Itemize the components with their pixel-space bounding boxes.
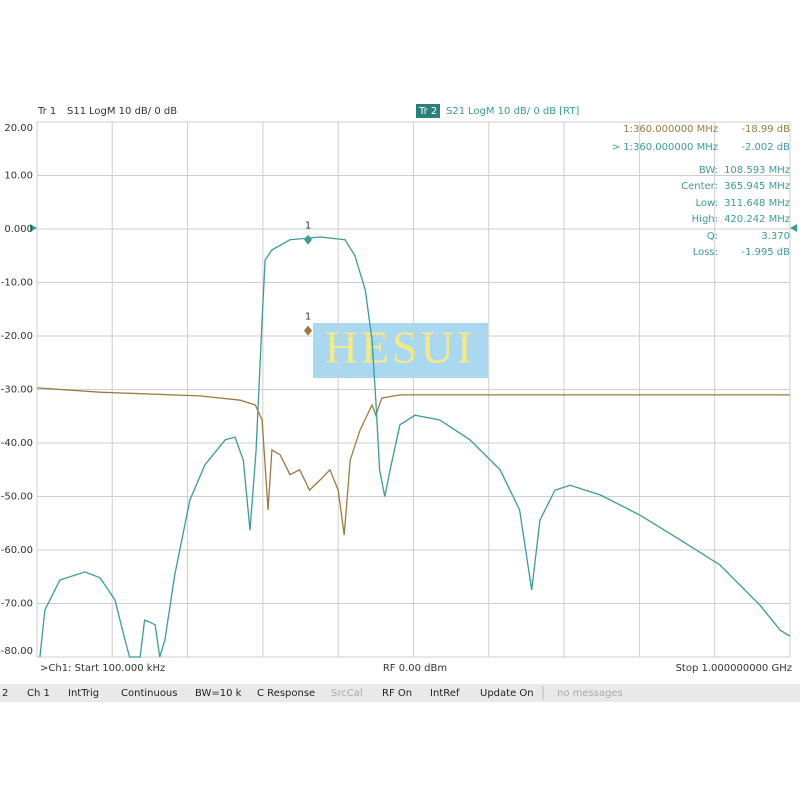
status-item: Continuous xyxy=(121,688,177,699)
ref-arrow-left xyxy=(30,224,37,232)
ref-arrow-right xyxy=(790,224,797,232)
status-item: IntRef xyxy=(430,688,460,699)
y-tick-label: -70.00 xyxy=(1,599,33,610)
status-item: 2 xyxy=(2,688,8,699)
status-item: Ch 1 xyxy=(27,688,50,699)
status-item: no messages xyxy=(557,688,623,699)
marker-label: 1 xyxy=(305,221,311,232)
trace2-label: Tr 2 xyxy=(418,106,437,117)
marker xyxy=(304,234,313,245)
footer-rf: RF 0.00 dBm xyxy=(383,663,447,674)
y-tick-label: -30.00 xyxy=(1,385,33,396)
y-tick-label: 0.000 xyxy=(4,224,33,235)
status-item: Update On xyxy=(480,688,534,699)
watermark: HESUI xyxy=(325,322,475,373)
trace1-scale: LogM 10 dB/ 0 dB xyxy=(89,106,177,117)
marker-table-value: 420.242 MHz xyxy=(724,214,790,225)
marker-table-label: Loss: xyxy=(693,247,718,258)
marker-table-value: 311.648 MHz xyxy=(724,198,790,209)
marker-table-value: -18.99 dB xyxy=(741,124,790,135)
marker-table-value: 365.945 MHz xyxy=(724,181,790,192)
status-item: SrcCal xyxy=(331,688,363,699)
y-tick-label: -60.00 xyxy=(1,545,33,556)
trace1-label: Tr 1 xyxy=(37,106,56,117)
footer-start: >Ch1: Start 100.000 kHz xyxy=(40,663,165,674)
marker-table-label: Center: xyxy=(681,181,718,192)
trace2-scale: LogM 10 dB/ 0 dB [RT] xyxy=(468,106,579,117)
marker-table-label: > 1:360.000000 MHz xyxy=(612,142,718,153)
y-tick-label: -10.00 xyxy=(1,278,33,289)
marker-table-value: 3.370 xyxy=(761,231,790,242)
footer-stop: Stop 1.000000000 GHz xyxy=(676,663,792,674)
watermark-box xyxy=(313,323,488,378)
marker-table-label: High: xyxy=(692,214,718,225)
marker-table-value: -1.995 dB xyxy=(741,247,790,258)
trace1-param: S11 xyxy=(67,106,86,117)
marker-table-label: 1:360.000000 MHz xyxy=(623,124,718,135)
y-tick-label: 10.00 xyxy=(4,171,33,182)
y-tick-label: -20.00 xyxy=(1,331,33,342)
status-item: RF On xyxy=(382,688,412,699)
trace-line xyxy=(39,236,791,658)
marker-table-label: Q: xyxy=(707,231,718,242)
y-tick-label: -50.00 xyxy=(1,492,33,503)
y-tick-label: 20.00 xyxy=(4,123,33,134)
status-item: BW=10 k xyxy=(195,688,242,699)
status-item: C Response xyxy=(257,688,315,699)
marker-table-value: 108.593 MHz xyxy=(724,165,790,176)
status-item: IntTrig xyxy=(68,688,99,699)
y-tick-label: -80.00 xyxy=(1,646,33,657)
marker xyxy=(304,325,313,336)
marker-label: 1 xyxy=(305,312,311,323)
status-bar xyxy=(0,684,800,702)
marker-table-label: Low: xyxy=(695,198,718,209)
y-tick-label: -40.00 xyxy=(1,438,33,449)
marker-table-value: -2.002 dB xyxy=(741,142,790,153)
trace2-badge xyxy=(416,104,440,118)
marker-table-label: BW: xyxy=(699,165,718,176)
trace2-param: S21 xyxy=(446,106,465,117)
